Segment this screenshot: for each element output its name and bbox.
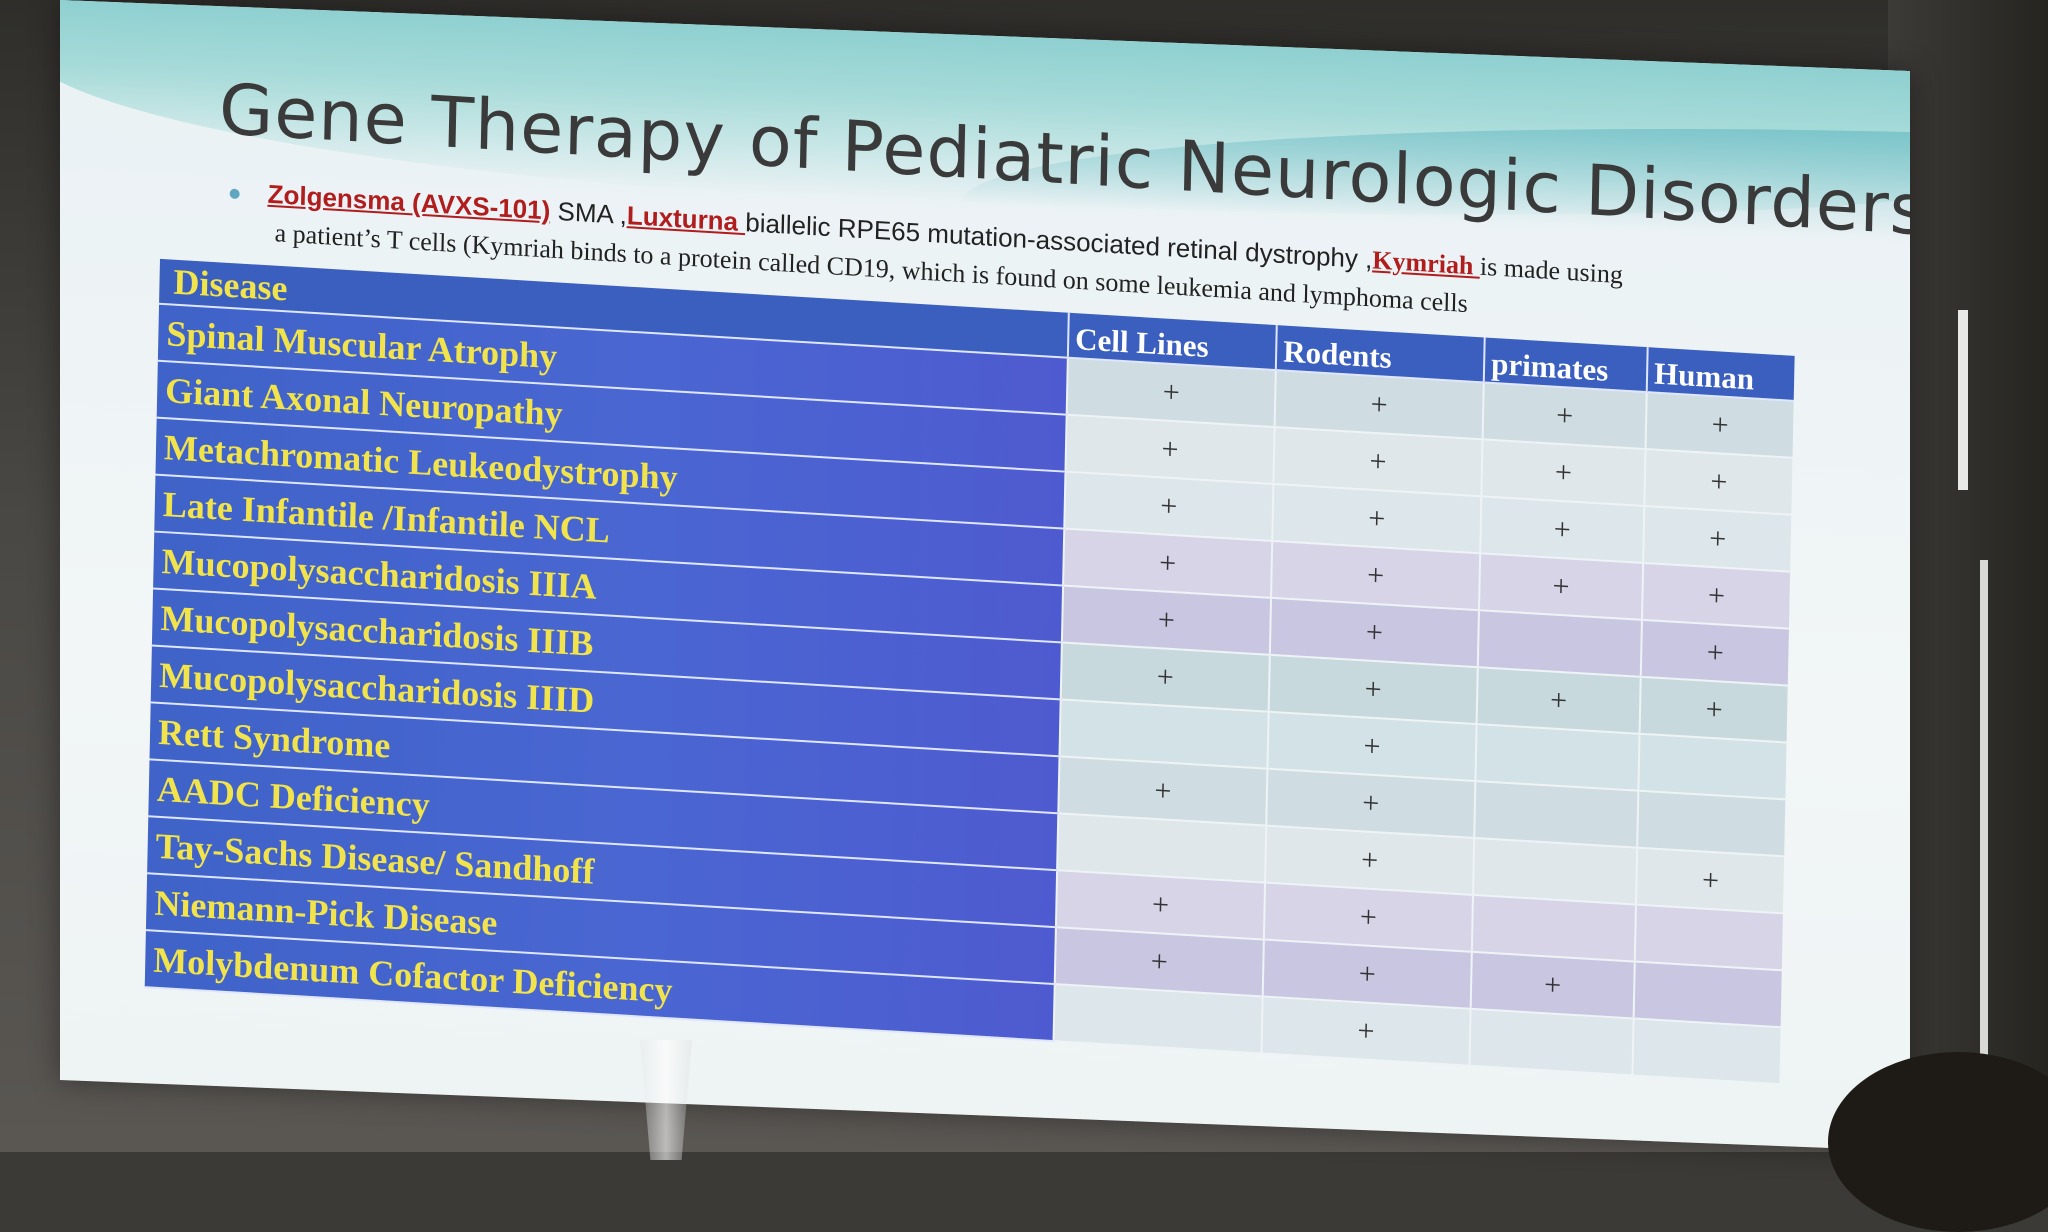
disease-table: Disease Cell Lines Rodents primates Huma…	[144, 258, 1795, 1085]
luxturna-link[interactable]: Luxturna	[626, 200, 746, 238]
table-cell: +	[1643, 505, 1792, 572]
table-cell	[1633, 961, 1782, 1028]
light-pole-lower	[1980, 560, 1988, 1060]
table-cell: +	[1476, 667, 1641, 734]
table-cell: +	[1640, 619, 1789, 686]
table-cell: +	[1261, 996, 1471, 1066]
table-cell: +	[1481, 439, 1646, 506]
table-cell	[1474, 781, 1639, 848]
projection-screen: Gene Therapy of Pediatric Neurologic Dis…	[60, 0, 1910, 1152]
table-cell: +	[1639, 676, 1788, 743]
table-cell: +	[1470, 951, 1635, 1019]
glass	[640, 1040, 692, 1160]
sma-text: SMA ,	[550, 195, 628, 231]
table-cell	[1477, 610, 1642, 677]
disease-table-wrap: Disease Cell Lines Rodents primates Huma…	[144, 258, 1795, 1085]
table-cell	[1637, 790, 1786, 857]
zolgensma-link[interactable]: Zolgensma (AVXS-101)	[267, 178, 551, 226]
table-cell	[1053, 984, 1263, 1054]
table-cell: +	[1641, 562, 1791, 629]
table-cell: +	[1480, 496, 1645, 563]
table-cell	[1473, 837, 1638, 905]
table-cell: +	[1482, 382, 1647, 450]
table-cell: +	[1635, 847, 1785, 914]
table-cell	[1469, 1008, 1634, 1076]
table-cell	[1632, 1018, 1781, 1085]
table-cell	[1475, 724, 1640, 791]
table-cell	[1638, 733, 1787, 800]
table-cell	[1634, 904, 1783, 971]
kymriah-text: is made using	[1479, 251, 1624, 290]
kymriah-link[interactable]: Kymriah	[1372, 245, 1481, 281]
table-cell: +	[1478, 553, 1644, 620]
table-cell: +	[1644, 449, 1793, 515]
bullet-dot-icon	[229, 188, 240, 200]
table-cell	[1471, 894, 1636, 962]
table-body: Spinal Muscular Atrophy + + + + Giant Axonal …	[144, 303, 1794, 1085]
room-wall	[1888, 0, 2048, 1152]
table-cell: +	[1645, 392, 1794, 458]
light-pole	[1958, 310, 1968, 490]
